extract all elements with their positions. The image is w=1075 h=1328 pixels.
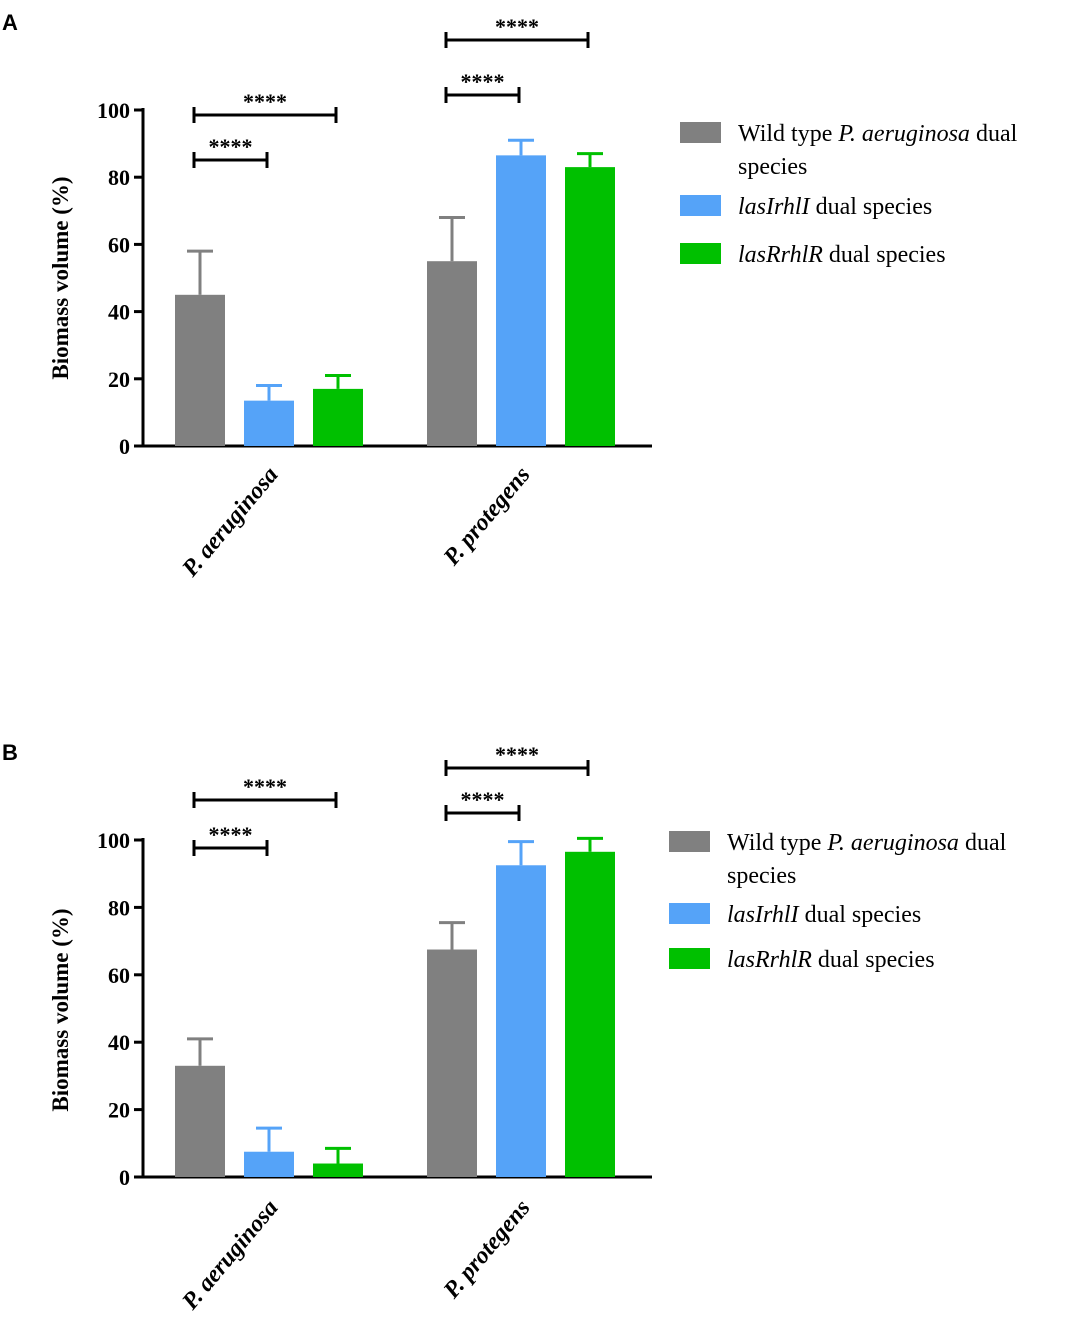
category-label: P. aeruginosa (177, 1195, 284, 1315)
legend-label-part: dual species (823, 242, 946, 268)
bar (244, 400, 294, 446)
significance-label: **** (209, 134, 253, 159)
bar (313, 1163, 363, 1177)
x-axis-categories: P. aeruginosa P. protegens (177, 1195, 536, 1315)
legend-label-part: Wild type (738, 121, 838, 147)
y-axis-label: Biomass volume (%) (48, 908, 73, 1111)
bar (427, 949, 477, 1177)
legend: Wild type P. aeruginosa dual species lasIr… (669, 830, 1007, 973)
legend-label-part: lasRrhlR (738, 242, 823, 268)
legend-label-part: species (727, 863, 796, 889)
bars (175, 138, 615, 447)
panel-label: B (2, 740, 18, 765)
y-tick-label: 100 (97, 828, 130, 853)
legend-label-part: dual species (810, 194, 933, 220)
y-tick-label: 60 (108, 232, 130, 257)
legend-label-part: dual (970, 121, 1018, 147)
y-tick-label: 0 (119, 434, 130, 459)
significance-label: **** (495, 742, 539, 767)
legend-label: species (738, 154, 807, 180)
y-tick-label: 100 (97, 98, 130, 123)
legend: Wild type P. aeruginosa dual species lasIr… (680, 121, 1018, 268)
legend-swatch (680, 122, 721, 143)
bar (496, 865, 546, 1177)
legend-label: species (727, 863, 796, 889)
y-tick-label: 80 (108, 165, 130, 190)
significance-label: **** (461, 787, 505, 812)
bar (175, 294, 225, 446)
legend-label-part: dual (959, 830, 1007, 856)
category-label: P. protegens (438, 462, 535, 571)
x-axis-categories: P. aeruginosa P. protegens (177, 462, 536, 582)
legend-label-part: P. aeruginosa (837, 121, 970, 147)
legend-label-part: lasIrhlI (738, 194, 811, 220)
significance-brackets: **** **** **** **** (192, 14, 590, 168)
legend-swatch (669, 948, 710, 969)
significance-label: **** (209, 822, 253, 847)
legend-label-part: species (738, 154, 807, 180)
legend-swatch (669, 831, 710, 852)
bar (313, 388, 363, 446)
category-label: P. protegens (438, 1195, 535, 1304)
significance-label: **** (461, 69, 505, 94)
bar (427, 261, 477, 446)
legend-label-part: lasIrhlI (727, 902, 800, 928)
y-tick-label: 40 (108, 300, 130, 325)
y-tick-label: 80 (108, 895, 130, 920)
bar (565, 851, 615, 1177)
panel-label: A (2, 10, 18, 35)
legend-label: lasRrhlR dual species (727, 947, 935, 973)
bar (175, 1065, 225, 1177)
bar (244, 1151, 294, 1177)
bars (175, 836, 615, 1177)
y-axis-label: Biomass volume (%) (48, 176, 73, 379)
legend-label-part: lasRrhlR (727, 947, 812, 973)
legend-label: lasIrhlI dual species (727, 902, 921, 928)
y-tick-label: 40 (108, 1030, 130, 1055)
legend-swatch (680, 243, 721, 264)
y-tick-label: 0 (119, 1165, 130, 1190)
y-tick-label: 20 (108, 1098, 130, 1123)
y-axis: 0 20 40 60 80 100 (97, 98, 652, 459)
bar (565, 167, 615, 446)
legend-label: Wild type P. aeruginosa dual (727, 830, 1007, 856)
legend-label-part: dual species (799, 902, 922, 928)
significance-brackets: **** **** **** **** (192, 742, 590, 856)
legend-label: Wild type P. aeruginosa dual (738, 121, 1018, 147)
significance-label: **** (243, 89, 287, 114)
legend-label: lasRrhlR dual species (738, 242, 946, 268)
y-tick-label: 60 (108, 963, 130, 988)
bar (496, 155, 546, 447)
significance-label: **** (495, 14, 539, 39)
y-tick-label: 20 (108, 367, 130, 392)
legend-swatch (680, 195, 721, 216)
legend-label-part: P. aeruginosa (826, 830, 959, 856)
legend-label-part: Wild type (727, 830, 827, 856)
legend-swatch (669, 903, 710, 924)
significance-label: **** (243, 774, 287, 799)
legend-label-part: dual species (812, 947, 935, 973)
legend-label: lasIrhlI dual species (738, 194, 932, 220)
category-label: P. aeruginosa (177, 462, 284, 582)
